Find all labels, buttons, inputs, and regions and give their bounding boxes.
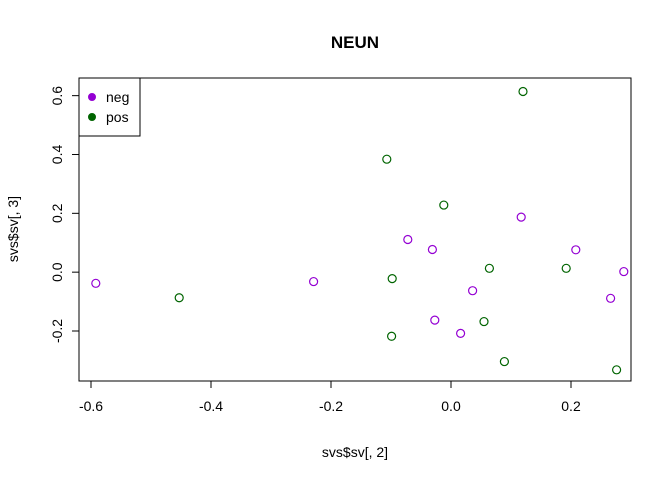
legend-label-neg: neg <box>106 89 129 105</box>
legend-box <box>78 77 141 137</box>
point-pos <box>387 331 397 341</box>
point-neg <box>91 278 101 288</box>
y-tick-label: 0.2 <box>49 203 65 223</box>
point-neg <box>571 245 581 255</box>
point-pos <box>499 356 509 367</box>
point-neg <box>309 276 319 287</box>
point-neg <box>456 328 466 338</box>
point-pos <box>174 293 184 303</box>
x-tick-label: -0.2 <box>319 398 343 414</box>
x-axis-label: svs$sv[, 2] <box>322 444 388 460</box>
point-neg <box>605 293 616 303</box>
point-neg <box>468 286 478 296</box>
point-neg <box>427 244 437 255</box>
point-neg <box>430 315 440 325</box>
legend-marker-neg <box>88 93 96 101</box>
x-tick-label: 0.0 <box>441 398 461 414</box>
legend: neg pos <box>78 77 141 137</box>
legend-label-pos: pos <box>106 109 129 125</box>
point-neg <box>619 266 629 277</box>
point-pos <box>518 86 528 97</box>
y-tick-label: 0.0 <box>49 262 65 282</box>
chart-title: NEUN <box>331 33 379 52</box>
y-tick-label: -0.2 <box>49 319 65 343</box>
x-tick-label: 0.2 <box>561 398 581 414</box>
plot-area <box>78 77 632 382</box>
data-points <box>91 86 629 375</box>
legend-marker-pos <box>88 113 96 121</box>
x-tick-label: -0.6 <box>79 398 103 414</box>
point-pos <box>439 200 449 210</box>
x-tick-label: -0.4 <box>199 398 223 414</box>
point-pos <box>382 154 392 164</box>
point-pos <box>611 365 622 375</box>
point-pos <box>484 263 494 273</box>
point-neg <box>403 234 413 245</box>
point-pos <box>561 263 571 273</box>
y-axis: -0.2 0.0 0.2 0.4 0.6 <box>49 86 80 343</box>
x-axis: -0.6 -0.4 -0.2 0.0 0.2 <box>79 380 581 414</box>
point-neg <box>516 212 526 222</box>
point-pos <box>387 274 397 284</box>
point-pos <box>479 316 489 327</box>
y-axis-label: svs$sv[, 3] <box>5 196 21 262</box>
y-tick-label: 0.6 <box>49 86 65 106</box>
y-tick-label: 0.4 <box>49 145 65 165</box>
